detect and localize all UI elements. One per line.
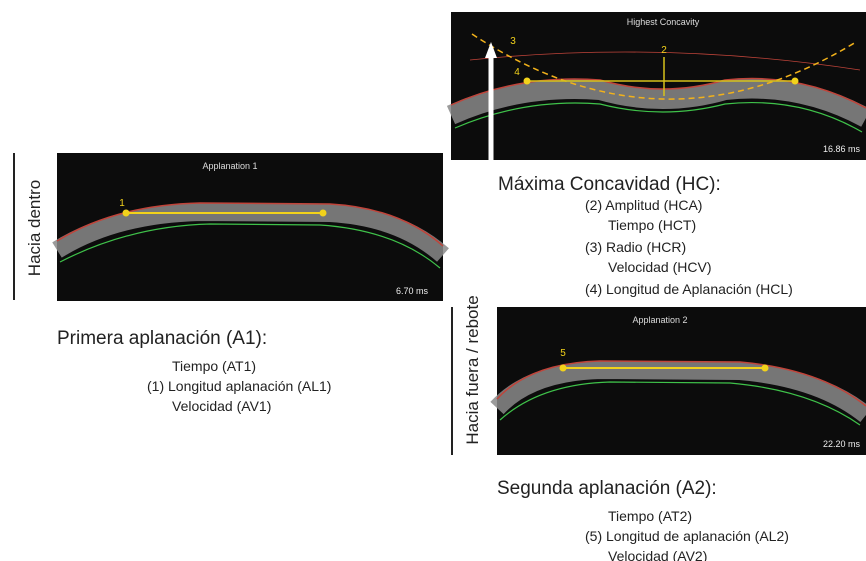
- inner-edge: [499, 381, 861, 426]
- inner-edge: [454, 101, 863, 133]
- arrow-shaft: [488, 56, 494, 160]
- marker-label: 2: [661, 45, 667, 56]
- section-item: Velocidad (AV2): [608, 548, 707, 561]
- section-heading: Máxima Concavidad (HC):: [498, 174, 721, 195]
- panel-time: 6.70 ms: [396, 286, 429, 296]
- section-item: Tiempo (HCT): [608, 217, 696, 233]
- panel-a1: Applanation 1 6.70 ms 1: [52, 153, 449, 301]
- marker-label: 5: [560, 348, 566, 359]
- radius-arc: [469, 51, 861, 71]
- outer-edge: [56, 202, 444, 247]
- section-item: Velocidad (HCV): [608, 259, 712, 275]
- section-item: (5) Longitud de aplanación (AL2): [585, 528, 789, 544]
- outer-edge: [496, 360, 866, 407]
- inner-edge: [59, 223, 441, 269]
- panel-time: 16.86 ms: [823, 144, 861, 154]
- panel-a2: Applanation 2 22.20 ms 5: [490, 307, 866, 455]
- section-item: (2) Amplitud (HCA): [585, 197, 702, 213]
- section-item: (1) Longitud aplanación (AL1): [147, 378, 331, 394]
- marker-dot: [791, 77, 799, 85]
- section-item: Tiempo (AT1): [172, 358, 256, 374]
- marker-dot: [761, 364, 769, 372]
- marker-label: 1: [119, 198, 125, 209]
- section-heading: Primera aplanación (A1):: [57, 328, 267, 349]
- marker-dot: [523, 77, 531, 85]
- section-item: Velocidad (AV1): [172, 398, 271, 414]
- marker-dot: [559, 364, 567, 372]
- section-heading: Segunda aplanación (A2):: [497, 478, 717, 499]
- marker-dot: [122, 209, 130, 217]
- panel-hc: Highest Concavity 16.86 ms 3 2 4: [446, 12, 866, 160]
- side-label: Hacia dentro: [25, 180, 44, 276]
- cornea: [490, 360, 866, 423]
- outer-edge: [450, 77, 866, 109]
- panel-time: 22.20 ms: [823, 439, 861, 449]
- section-item: (3) Radio (HCR): [585, 239, 686, 255]
- section-item: Tiempo (AT2): [608, 508, 692, 524]
- side-label: Hacia fuera / rebote: [463, 295, 482, 444]
- panel-title: Highest Concavity: [627, 17, 700, 27]
- panel-title: Applanation 2: [632, 315, 687, 325]
- section-item: (4) Longitud de Aplanación (HCL): [585, 281, 793, 297]
- marker-label: 3: [510, 36, 516, 47]
- marker-dot: [319, 209, 327, 217]
- curvature-parabola: [471, 33, 857, 100]
- marker-label: 4: [514, 67, 520, 78]
- panel-title: Applanation 1: [202, 161, 257, 171]
